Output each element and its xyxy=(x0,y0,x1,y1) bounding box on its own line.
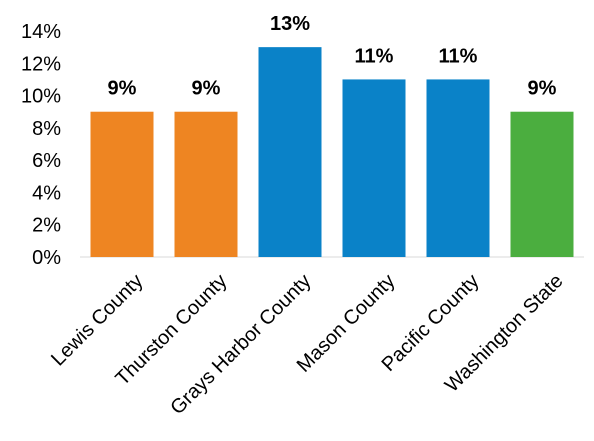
data-label: 9% xyxy=(528,78,557,100)
y-tick-label: 8% xyxy=(32,118,61,140)
bar xyxy=(342,79,406,257)
y-tick-label: 12% xyxy=(21,53,61,75)
y-tick-label: 2% xyxy=(32,215,61,237)
y-tick-label: 10% xyxy=(21,86,61,108)
data-label: 11% xyxy=(355,45,394,67)
bar xyxy=(426,79,490,257)
bar xyxy=(174,111,238,257)
bar xyxy=(510,111,574,257)
y-tick-label: 6% xyxy=(32,150,61,172)
category-label: Grays Harbor County xyxy=(166,270,315,419)
data-label: 13% xyxy=(270,13,310,35)
data-label: 11% xyxy=(439,45,478,67)
y-tick-label: 0% xyxy=(32,247,61,269)
bar xyxy=(90,111,154,257)
y-tick-label: 4% xyxy=(32,182,61,204)
data-label: 9% xyxy=(192,78,221,100)
y-tick-label: 14% xyxy=(21,21,61,43)
bar xyxy=(258,47,322,258)
data-label: 9% xyxy=(108,78,137,100)
